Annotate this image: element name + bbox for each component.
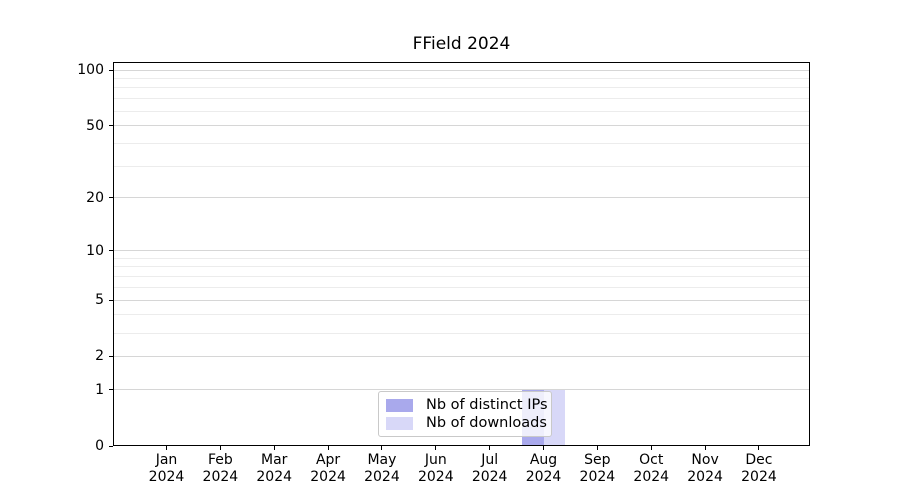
gridline-minor-y-8: [114, 266, 809, 268]
x-tick-dec: [758, 446, 760, 450]
x-tick-label-may: May 2024: [364, 452, 400, 485]
y-tick-label-10: 10: [86, 242, 104, 259]
x-tick-mar: [273, 446, 275, 450]
gridline-major-y-100: [114, 69, 809, 71]
gridline-minor-y-9: [114, 257, 809, 259]
legend-swatch-distinct-ips: [386, 398, 413, 412]
gridline-minor-y-80: [114, 87, 809, 89]
legend-label-distinct-ips: Nb of distinct IPs: [426, 397, 548, 413]
y-tick-20: [109, 197, 113, 199]
x-tick-jul: [489, 446, 491, 450]
y-tick-label-2: 2: [95, 348, 104, 365]
y-tick-2: [109, 355, 113, 357]
gridline-minor-y-3: [114, 332, 809, 334]
x-tick-nov: [704, 446, 706, 450]
legend-swatch-downloads: [386, 416, 413, 430]
y-tick-label-5: 5: [95, 292, 104, 309]
x-tick-label-feb: Feb 2024: [202, 452, 239, 485]
legend-item-distinct-ips: Nb of distinct IPs: [386, 397, 548, 413]
x-tick-label-dec: Dec 2024: [741, 452, 777, 485]
y-tick-label-1: 1: [95, 381, 104, 398]
x-tick-label-oct: Oct 2024: [633, 452, 670, 485]
x-tick-label-sep: Sep 2024: [579, 452, 616, 485]
plot-frame: [113, 62, 810, 446]
gridline-major-y-50: [114, 125, 809, 127]
x-tick-label-aug: Aug 2024: [525, 452, 562, 485]
legend-item-downloads: Nb of downloads: [386, 415, 547, 431]
y-tick-50: [109, 125, 113, 127]
x-tick-jun: [435, 446, 437, 450]
y-tick-label-20: 20: [86, 189, 104, 206]
x-tick-may: [381, 446, 383, 450]
x-tick-label-nov: Nov 2024: [687, 452, 723, 485]
x-tick-feb: [219, 446, 221, 450]
legend: Nb of distinct IPs Nb of downloads: [378, 391, 552, 437]
x-tick-label-jul: Jul 2024: [471, 452, 508, 485]
x-tick-aug: [543, 446, 545, 450]
gridline-minor-y-7: [114, 276, 809, 278]
gridline-major-y-1: [114, 389, 809, 391]
x-tick-label-apr: Apr 2024: [310, 452, 346, 485]
gridline-major-y-10: [114, 250, 809, 252]
y-tick-10: [109, 250, 113, 252]
gridline-major-y-2: [114, 355, 809, 357]
x-tick-label-mar: Mar 2024: [256, 452, 293, 485]
gridline-major-y-20: [114, 197, 809, 199]
y-tick-5: [109, 299, 113, 301]
x-tick-apr: [327, 446, 329, 450]
x-tick-oct: [650, 446, 652, 450]
x-tick-label-jun: Jun 2024: [417, 452, 454, 485]
y-tick-1: [109, 389, 113, 391]
gridline-minor-y-40: [114, 142, 809, 144]
gridline-minor-y-30: [114, 165, 809, 167]
y-tick-label-50: 50: [86, 117, 104, 134]
y-tick-label-100: 100: [77, 62, 104, 78]
x-tick-sep: [596, 446, 598, 450]
legend-label-downloads: Nb of downloads: [426, 415, 547, 431]
x-tick-jan: [166, 446, 167, 450]
gridline-minor-y-90: [114, 77, 809, 79]
gridline-major-y-5: [114, 299, 809, 301]
y-tick-100: [109, 69, 113, 71]
y-tick-0: [109, 445, 113, 447]
gridline-minor-y-4: [114, 314, 809, 316]
chart-title: FField 2024: [412, 34, 511, 54]
gridline-minor-y-6: [114, 286, 809, 288]
x-tick-label-jan: Jan 2024: [148, 452, 185, 485]
gridline-minor-y-70: [114, 98, 809, 100]
y-tick-label-0: 0: [95, 438, 104, 454]
gridline-minor-y-60: [114, 110, 809, 112]
